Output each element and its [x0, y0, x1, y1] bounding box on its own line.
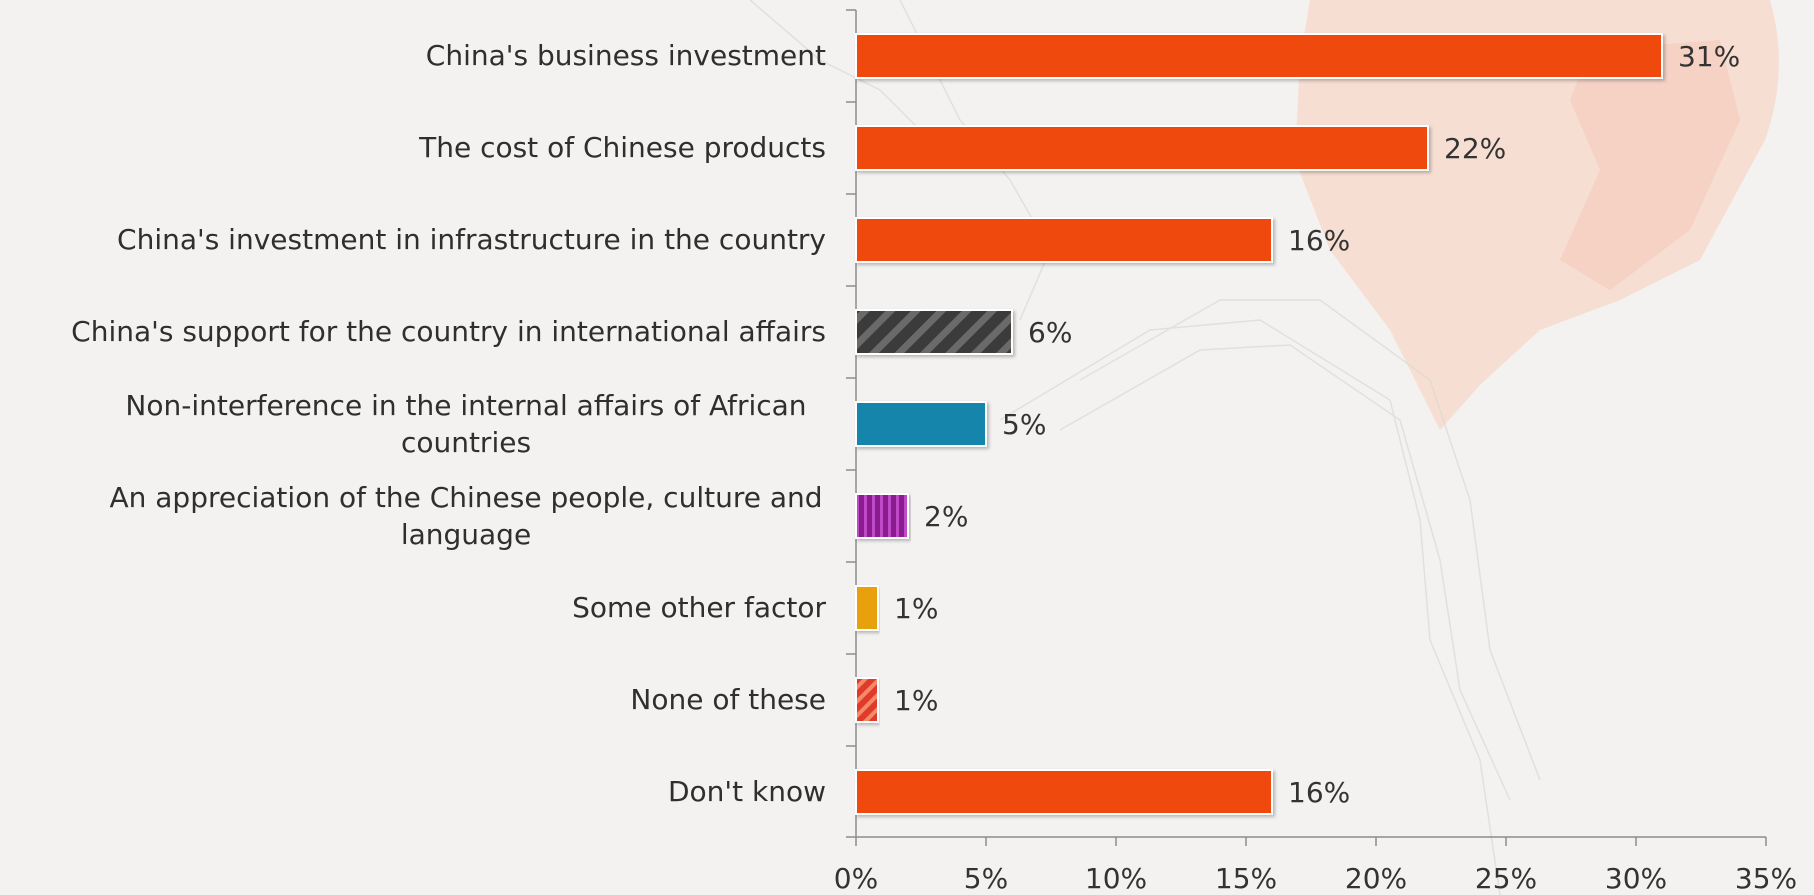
x-tick-label: 25%: [1475, 862, 1537, 895]
background-map-inner: [1560, 40, 1740, 290]
category-label: An appreciation of the Chinese people, c…: [109, 481, 823, 551]
bar: [855, 125, 1429, 171]
category-label: Non-interference in the internal affairs…: [125, 389, 807, 459]
bar: [855, 677, 879, 723]
category-label: China's investment in infrastructure in …: [117, 223, 826, 256]
background-lines: [749, 0, 1541, 895]
bar-value-label: 1%: [894, 684, 938, 717]
bars: [855, 33, 1663, 815]
bar-value-label: 16%: [1288, 224, 1350, 257]
category-label: China's business investment: [425, 39, 826, 72]
bar-value-label: 22%: [1444, 132, 1506, 165]
bar: [855, 769, 1273, 815]
bar: [855, 493, 909, 539]
category-label: None of these: [630, 683, 826, 716]
category-label: Some other factor: [572, 591, 826, 624]
x-tick-label: 5%: [964, 862, 1008, 895]
bar-value-label: 16%: [1288, 776, 1350, 809]
category-label: The cost of Chinese products: [419, 131, 826, 164]
x-tick-label: 30%: [1605, 862, 1667, 895]
x-tick-label: 20%: [1345, 862, 1407, 895]
bar: [855, 217, 1273, 263]
value-labels: 31% 22% 16% 6% 5% 2% 1% 1% 16%: [894, 40, 1740, 809]
bar-value-label: 6%: [1028, 316, 1072, 349]
bar: [855, 401, 987, 447]
bar: [855, 585, 879, 631]
x-tick-label: 10%: [1085, 862, 1147, 895]
category-label: China's support for the country in inter…: [71, 315, 826, 348]
x-tick-label: 0%: [834, 862, 878, 895]
bar-value-label: 1%: [894, 592, 938, 625]
bar: [855, 33, 1663, 79]
bar-value-label: 2%: [924, 500, 968, 533]
bar-value-label: 31%: [1678, 40, 1740, 73]
x-tick-label: 35%: [1735, 862, 1797, 895]
bar-value-label: 5%: [1002, 408, 1046, 441]
category-label: Don't know: [667, 775, 826, 808]
x-tick-labels: 0% 5% 10% 15% 20% 25% 30% 35%: [834, 862, 1797, 895]
x-tick-label: 15%: [1215, 862, 1277, 895]
bar: [855, 309, 1013, 355]
